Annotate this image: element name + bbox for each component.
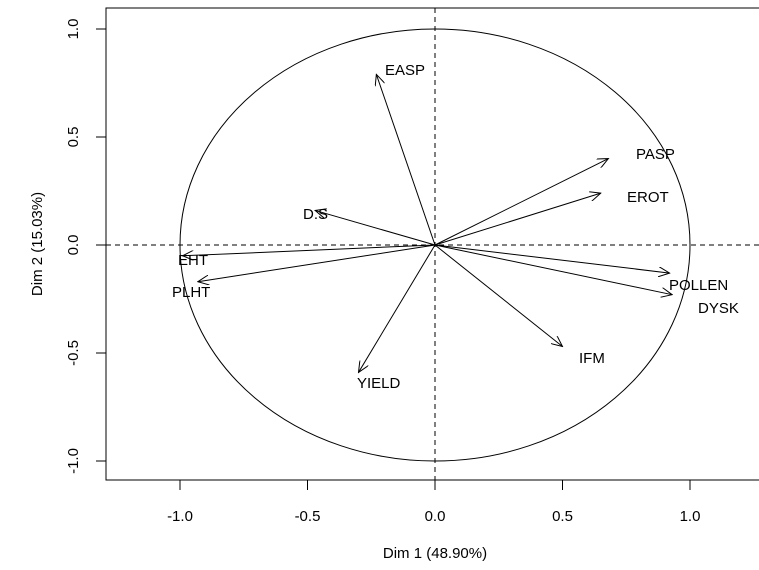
arrow-label-pasp: PASP — [636, 146, 675, 163]
arrow-ds — [315, 210, 436, 246]
arrow-eht — [183, 244, 436, 256]
x-tick-label: -1.0 — [167, 508, 193, 525]
x-axis: -1.0 -0.5 0.0 0.5 1.0 — [167, 480, 700, 525]
y-axis: -1.0 -0.5 0.0 0.5 1.0 — [65, 19, 106, 474]
arrow-label-pollen: POLLEN — [669, 277, 728, 294]
y-tick-label: 0.5 — [65, 127, 82, 148]
y-tick-label: -0.5 — [65, 340, 82, 366]
x-tick-label: 1.0 — [680, 508, 701, 525]
arrow-yield — [359, 244, 436, 372]
arrow-label-easp: EASP — [385, 62, 425, 79]
arrow-dysk — [434, 244, 672, 295]
y-tick-label: 1.0 — [65, 19, 82, 40]
x-axis-title: Dim 1 (48.90%) — [383, 545, 487, 562]
arrow-erot — [434, 193, 601, 246]
y-tick-label: 0.0 — [65, 235, 82, 256]
arrow-label-plht: PLHT — [172, 284, 210, 301]
arrow-label-dysk: DYSK — [698, 300, 739, 317]
x-tick-label: -0.5 — [295, 508, 321, 525]
arrow-label-yield: YIELD — [357, 375, 401, 392]
arrow-label-eht: EHT — [178, 252, 208, 269]
arrow-plht — [198, 244, 436, 282]
arrow-easp — [376, 74, 436, 246]
plot-frame — [105, 7, 759, 481]
arrow-label-ds: D.S — [303, 206, 328, 223]
arrow-label-ifm: IFM — [579, 350, 605, 367]
arrow-label-erot: EROT — [627, 189, 669, 206]
arrow-ifm — [434, 244, 563, 347]
arrow-pasp — [434, 159, 608, 246]
x-tick-label: 0.5 — [552, 508, 573, 525]
variable-arrows: EASP PASP EROT D.S EHT PLHT POLLEN DYSK IFM YIELD — [172, 62, 739, 392]
arrow-pollen — [434, 244, 670, 273]
x-tick-label: 0.0 — [425, 508, 446, 525]
y-tick-label: -1.0 — [65, 448, 82, 474]
y-axis-title: Dim 2 (15.03%) — [29, 192, 46, 296]
